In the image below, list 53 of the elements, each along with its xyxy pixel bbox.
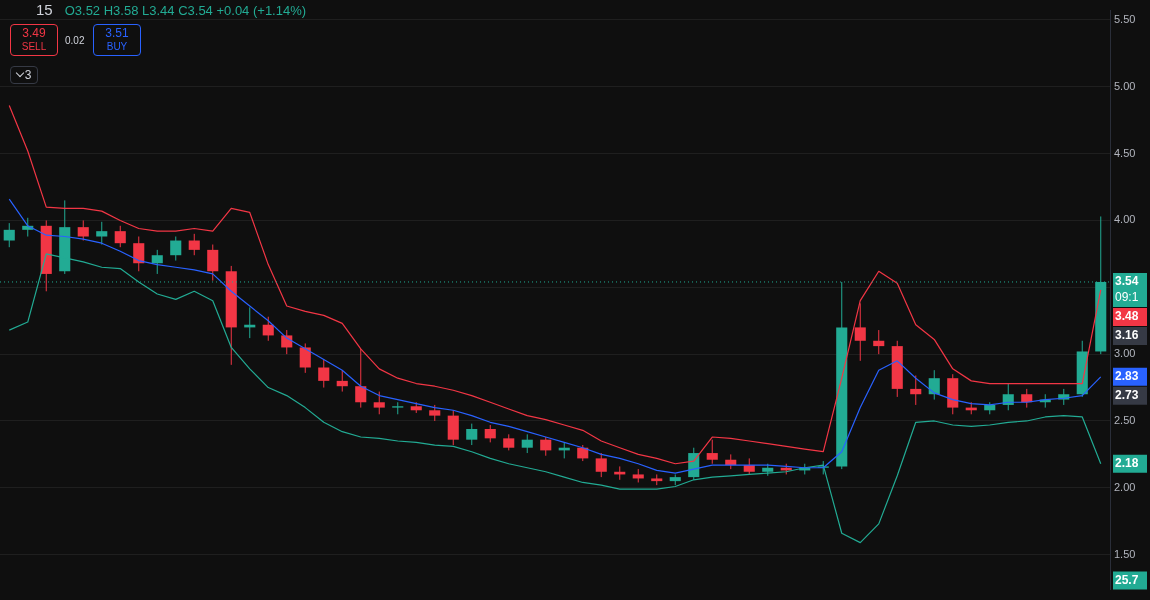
candlestick [854, 302, 866, 362]
y-tick-label: 2.50 [1114, 414, 1136, 426]
data-label: 2.83 [1115, 369, 1139, 384]
text: 2.73 [1115, 388, 1139, 403]
candlestick [910, 375, 922, 406]
data-label: 3.48 [1115, 309, 1139, 324]
candlestick [262, 316, 274, 342]
candlestick [151, 249, 163, 275]
candlestick [170, 236, 182, 262]
candlestick [1021, 388, 1033, 409]
data-label: 2.18 [1115, 456, 1139, 471]
candlestick [188, 233, 200, 256]
candlestick [466, 423, 478, 446]
candlestick [928, 369, 940, 401]
candlestick [873, 329, 885, 355]
candlestick [133, 236, 145, 272]
candlestick [1002, 383, 1014, 411]
y-tick-label: 3.00 [1114, 347, 1136, 360]
ref-line-label: 3.54 [1115, 274, 1139, 289]
candlestick [521, 433, 533, 454]
candlestick [207, 244, 219, 282]
annotation: 3.51 [104, 26, 130, 40]
text: 25.7 [1115, 572, 1139, 587]
y-tick-label: 5.00 [1114, 79, 1136, 92]
annotation: 3.49 [21, 26, 47, 40]
chart-title: 15 [36, 1, 53, 18]
candlestick [595, 452, 607, 478]
annotation: 3 [23, 68, 33, 82]
sell-button: 3.49 SELL [10, 24, 58, 56]
candlestick [3, 222, 15, 248]
candlestick [540, 436, 552, 457]
y-tick-label: 4.00 [1114, 213, 1136, 226]
collapse-button: 3 [10, 66, 38, 84]
chart-subtitle: O3.52 H3.58 L3.44 C3.54 +0.04 (+1.14%) [64, 3, 307, 18]
candlestick [318, 358, 330, 389]
annotation: BUY [105, 40, 129, 54]
buy-button: 3.51 BUY [93, 24, 141, 56]
y-tick-label: 2.00 [1114, 480, 1136, 493]
text: 3.16 [1115, 328, 1139, 343]
candlestick [77, 219, 89, 242]
candlestick [114, 225, 126, 248]
y-tick-label: 4.50 [1114, 146, 1136, 159]
candlestick [706, 439, 718, 465]
candlestick [336, 369, 348, 393]
annotation: 0.02 [65, 35, 85, 46]
y-tick-label: 1.50 [1114, 547, 1136, 560]
y-tick-label: 5.50 [1114, 12, 1136, 25]
candlestick [373, 391, 385, 415]
candlestick [96, 221, 108, 246]
text: 09:1 [1115, 290, 1139, 305]
annotation: SELL [20, 40, 48, 54]
candlestick [355, 348, 367, 409]
candlestick [299, 342, 311, 374]
